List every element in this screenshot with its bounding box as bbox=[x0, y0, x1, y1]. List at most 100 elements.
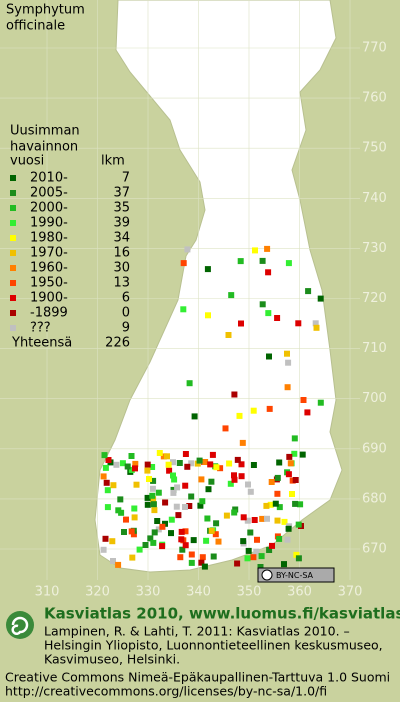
occurrence bbox=[149, 485, 156, 492]
occurrence bbox=[208, 527, 215, 534]
occurrence bbox=[131, 505, 138, 512]
occurrence bbox=[317, 295, 324, 302]
occurrence bbox=[136, 546, 143, 553]
legend-count: 0 bbox=[122, 306, 130, 321]
occurrence bbox=[155, 526, 162, 533]
occurrence bbox=[251, 517, 258, 523]
legend-label: 1950- bbox=[30, 276, 68, 291]
legend-count: 9 bbox=[122, 321, 130, 336]
occurrence bbox=[292, 477, 299, 483]
occurrence bbox=[133, 481, 140, 488]
x-tick-label: 320 bbox=[85, 585, 110, 600]
occurrence bbox=[196, 457, 203, 464]
occurrence bbox=[295, 555, 302, 562]
legend-swatch bbox=[10, 220, 16, 226]
occurrence bbox=[281, 518, 288, 525]
occurrence bbox=[150, 477, 157, 484]
occurrence bbox=[104, 504, 111, 511]
logo-swirl bbox=[11, 616, 29, 635]
occurrence bbox=[175, 512, 182, 519]
occurrence bbox=[285, 471, 292, 478]
occurrence bbox=[313, 324, 320, 331]
occurrence bbox=[293, 551, 300, 558]
legend-header: havainnon bbox=[10, 140, 78, 155]
occurrence bbox=[170, 489, 177, 496]
occurrence bbox=[180, 306, 187, 313]
license-badge: BY-NC-SA bbox=[257, 567, 335, 583]
occurrence bbox=[162, 499, 169, 506]
y-tick-label: 710 bbox=[362, 341, 387, 356]
occurrence bbox=[102, 535, 109, 542]
occurrence bbox=[227, 480, 234, 487]
occurrence bbox=[263, 502, 270, 509]
legend-swatch bbox=[10, 295, 16, 301]
occurrence bbox=[102, 464, 109, 471]
occurrence bbox=[199, 554, 206, 561]
occurrence bbox=[128, 528, 135, 535]
occurrence bbox=[245, 481, 251, 488]
occurrence bbox=[204, 515, 211, 522]
occurrence bbox=[203, 537, 210, 544]
y-tick-label: 740 bbox=[362, 191, 387, 206]
occurrence bbox=[209, 451, 216, 458]
occurrence bbox=[213, 520, 220, 527]
occurrence bbox=[212, 531, 219, 538]
x-tick-label: 310 bbox=[35, 585, 60, 600]
occurrence bbox=[170, 472, 176, 479]
license: Creative Commons Nimeä-Epäkaupallinen-Ta… bbox=[5, 670, 390, 685]
occurrence bbox=[252, 247, 258, 254]
occurrence bbox=[234, 560, 241, 567]
occurrence bbox=[240, 514, 247, 521]
occurrence bbox=[274, 474, 281, 481]
occurrence bbox=[144, 467, 151, 474]
occurrence bbox=[297, 501, 304, 508]
occurrence bbox=[268, 479, 275, 485]
occurrence bbox=[305, 288, 312, 295]
occurrence bbox=[156, 450, 163, 456]
occurrence bbox=[202, 459, 209, 465]
occurrence bbox=[160, 453, 167, 460]
occurrence bbox=[100, 546, 107, 553]
occurrence bbox=[128, 466, 135, 473]
logo-circle bbox=[6, 611, 34, 639]
occurrence bbox=[115, 561, 122, 568]
occurrence bbox=[266, 405, 273, 412]
occurrence bbox=[223, 512, 230, 519]
legend-label: 2000- bbox=[30, 201, 68, 216]
occurrence bbox=[124, 463, 131, 470]
occurrence bbox=[258, 553, 265, 560]
occurrence bbox=[304, 409, 311, 416]
occurrence bbox=[201, 563, 208, 570]
occurrence bbox=[159, 523, 166, 530]
occurrence bbox=[210, 553, 217, 560]
occurrence bbox=[240, 538, 247, 545]
occurrence bbox=[259, 515, 266, 522]
occurrence bbox=[250, 407, 257, 414]
occurrence bbox=[274, 490, 281, 497]
occurrence bbox=[285, 260, 292, 267]
occurrence bbox=[144, 494, 151, 501]
occurrence bbox=[182, 482, 189, 489]
occurrence bbox=[188, 460, 195, 467]
occurrence bbox=[284, 536, 291, 543]
legend-swatch bbox=[10, 205, 16, 211]
citation: Kasvimuseo, Helsinki. bbox=[44, 652, 180, 667]
legend-count: 6 bbox=[122, 291, 130, 306]
occurrence bbox=[182, 528, 189, 535]
occurrence bbox=[182, 451, 189, 457]
occurrence bbox=[146, 476, 152, 482]
occurrence bbox=[174, 484, 181, 491]
occurrence bbox=[198, 476, 205, 483]
legend-swatch bbox=[10, 190, 16, 196]
occurrence bbox=[231, 391, 238, 398]
occurrence bbox=[225, 332, 232, 338]
y-tick-label: 690 bbox=[362, 441, 387, 456]
footer-heading: Kasviatlas 2010, www.luomus.fi/kasviatla… bbox=[44, 605, 400, 623]
occurrence bbox=[259, 257, 266, 264]
total: 226 bbox=[105, 336, 130, 351]
occurrence bbox=[182, 542, 189, 549]
occurrence bbox=[289, 491, 295, 497]
legend-swatch bbox=[10, 250, 16, 256]
occurrence bbox=[179, 546, 186, 553]
